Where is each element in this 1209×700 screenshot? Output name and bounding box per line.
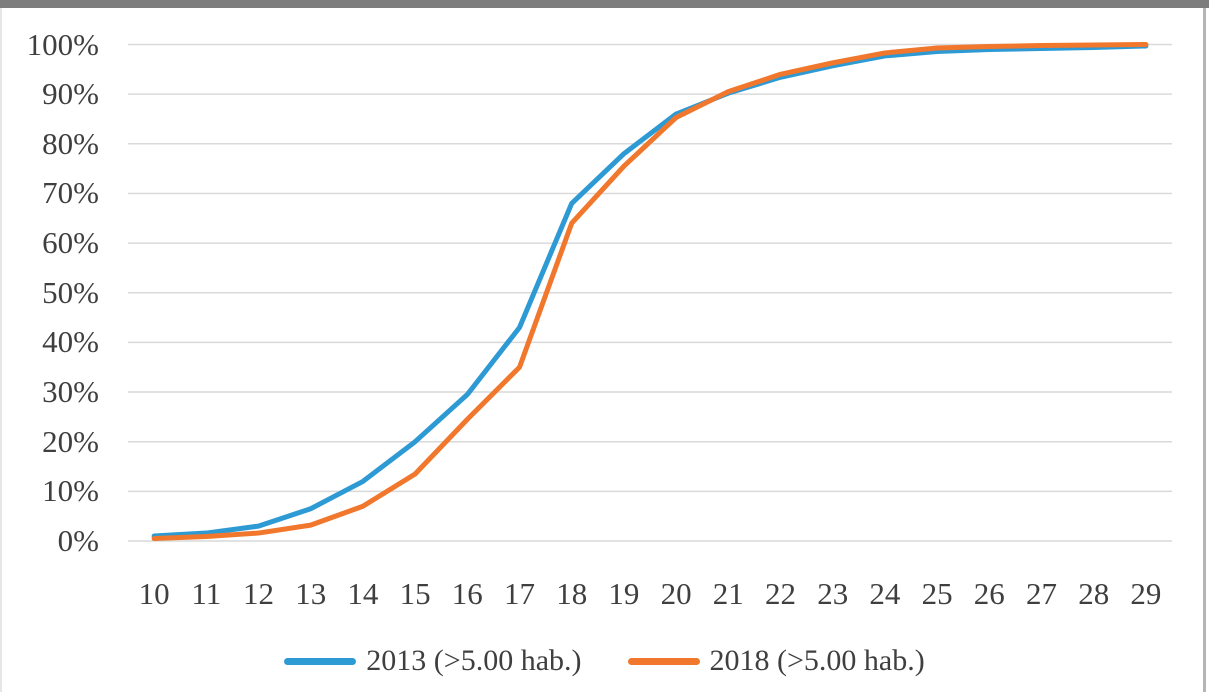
y-tick-label: 80% bbox=[42, 125, 99, 161]
x-tick-label: 12 bbox=[243, 576, 274, 611]
y-tick-label: 70% bbox=[42, 175, 99, 211]
x-tick-label: 18 bbox=[556, 576, 588, 611]
series-line-2013 bbox=[151, 43, 1149, 539]
x-tick-label: 14 bbox=[347, 576, 379, 611]
x-tick-label: 16 bbox=[451, 576, 483, 611]
y-tick-label: 50% bbox=[42, 274, 99, 310]
legend-label-2018: 2018 (>5.00 hab.) bbox=[709, 644, 925, 677]
legend-label-2013: 2013 (>5.00 hab.) bbox=[366, 644, 582, 677]
x-tick-label: 28 bbox=[1078, 576, 1110, 611]
series-2013-line-swatch-icon bbox=[284, 657, 357, 665]
x-tick-label: 17 bbox=[504, 576, 535, 611]
x-tick-label: 22 bbox=[765, 576, 796, 611]
chart-right-border bbox=[1203, 8, 1206, 692]
x-tick-label: 10 bbox=[138, 576, 170, 611]
x-tick-label: 19 bbox=[608, 576, 640, 611]
series-2018-line-swatch-icon bbox=[627, 657, 700, 665]
x-tick-label: 11 bbox=[191, 576, 222, 611]
y-tick-label: 60% bbox=[42, 225, 99, 261]
y-tick-label: 0% bbox=[57, 523, 99, 558]
window-top-bar bbox=[0, 0, 1209, 8]
x-tick-label: 21 bbox=[712, 576, 744, 611]
y-tick-label: 90% bbox=[42, 76, 99, 112]
x-tick-label: 26 bbox=[973, 576, 1005, 611]
x-tick-label: 25 bbox=[921, 576, 953, 611]
y-tick-label: 30% bbox=[42, 374, 99, 410]
x-tick-label: 23 bbox=[817, 576, 849, 611]
series-line-2018 bbox=[151, 42, 1149, 542]
y-tick-label: 40% bbox=[42, 324, 99, 360]
y-tick-label: 10% bbox=[42, 473, 99, 509]
y-tick-label: 20% bbox=[42, 423, 99, 459]
x-tick-label: 20 bbox=[660, 576, 692, 611]
x-tick-label: 29 bbox=[1130, 576, 1162, 611]
legend-item-2018: 2018 (>5.00 hab.) bbox=[627, 644, 925, 678]
x-tick-label: 13 bbox=[295, 576, 327, 611]
legend-item-2013: 2013 (>5.00 hab.) bbox=[284, 644, 582, 678]
x-tick-label: 27 bbox=[1026, 576, 1057, 611]
x-tick-label: 15 bbox=[399, 576, 431, 611]
legend: 2013 (>5.00 hab.) 2018 (>5.00 hab.) bbox=[0, 644, 1209, 678]
y-tick-label: 100% bbox=[26, 26, 99, 62]
chart-left-border bbox=[0, 8, 2, 692]
x-tick-label: 24 bbox=[869, 576, 901, 611]
